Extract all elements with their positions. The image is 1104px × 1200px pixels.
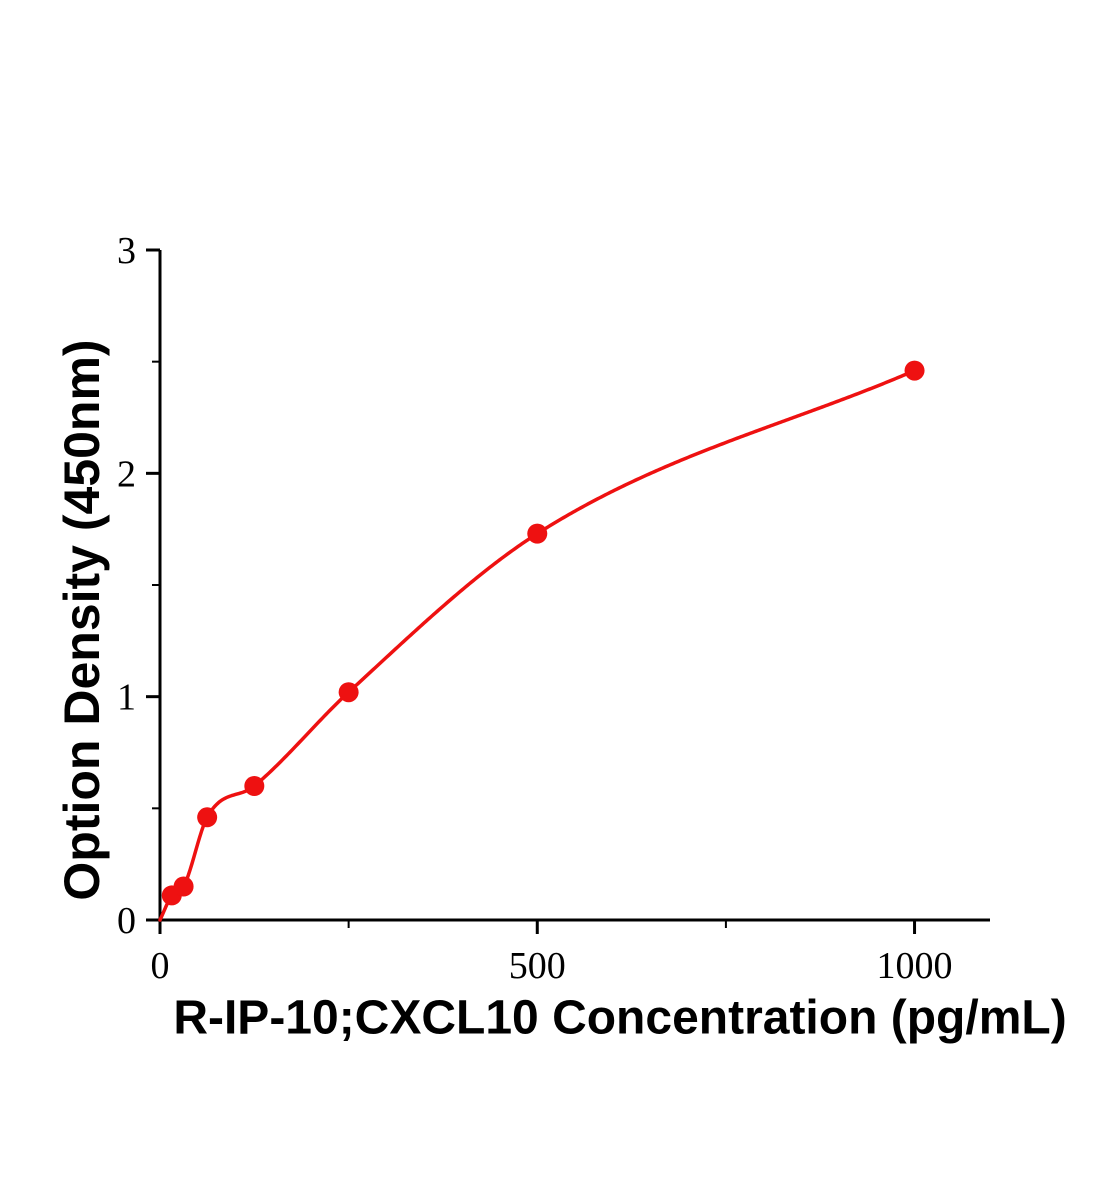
data-point — [197, 807, 218, 828]
y-tick-label: 2 — [117, 453, 136, 495]
data-point — [527, 523, 548, 544]
y-tick-label: 3 — [117, 230, 136, 272]
fit-curve — [158, 368, 917, 922]
data-point — [244, 776, 265, 796]
data-point — [173, 876, 194, 897]
x-tick-label: 500 — [509, 945, 566, 987]
y-tick-label: 1 — [117, 677, 136, 719]
y-axis-label: Option Density (450nm) — [54, 339, 110, 901]
data-point — [904, 360, 925, 381]
x-axis-label: R-IP-10;CXCL10 Concentration (pg/mL) — [173, 991, 1067, 1045]
x-tick-label: 1000 — [877, 945, 953, 987]
x-tick-label: 0 — [151, 945, 170, 987]
y-tick-label: 0 — [117, 900, 136, 942]
data-point — [338, 682, 359, 703]
